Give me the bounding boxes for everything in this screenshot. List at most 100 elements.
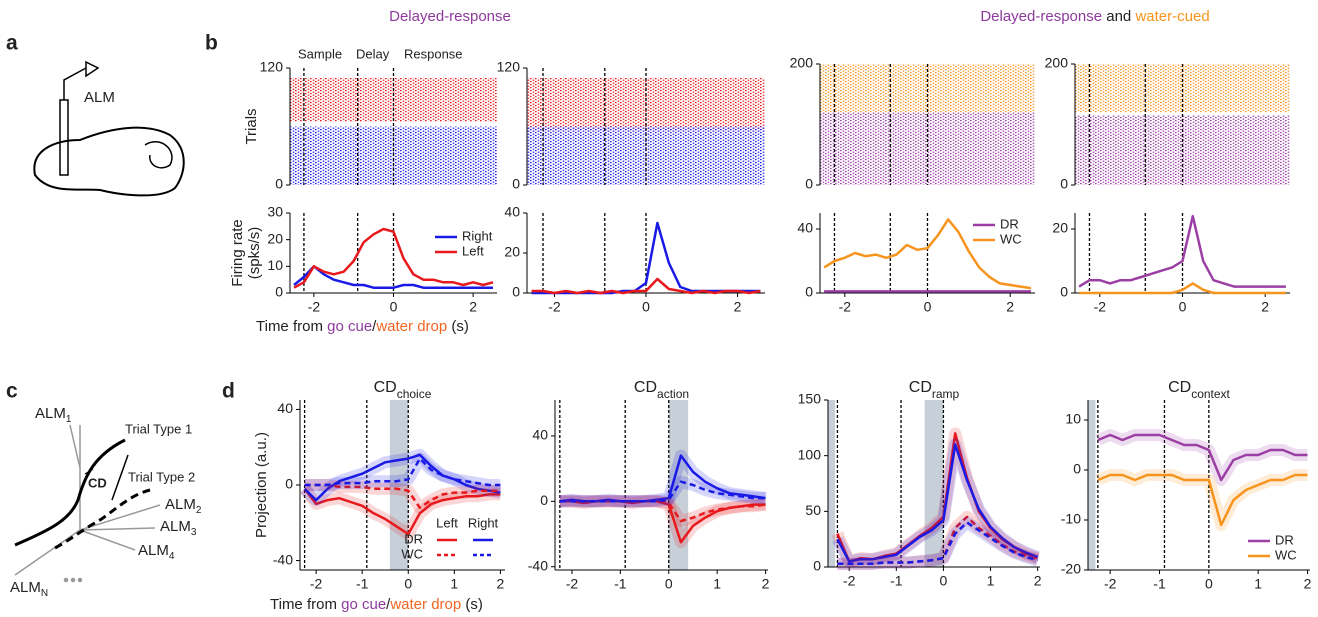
- x-label-part: go cue: [341, 596, 386, 613]
- shaded-window: [1088, 400, 1096, 570]
- x-tick-label: -2: [566, 576, 579, 592]
- y-tick-label: 20: [1052, 220, 1068, 236]
- legend-column: Right: [468, 515, 499, 530]
- chart-title: CDcontext: [1168, 379, 1230, 401]
- x-tick-label: 2: [496, 576, 504, 592]
- axis-line: [79, 529, 136, 551]
- panel-label: a: [6, 32, 18, 55]
- x-tick-label: 2: [734, 299, 742, 315]
- shaded-window: [924, 400, 944, 567]
- vector-arrow: [84, 468, 94, 475]
- x-tick-label: 2: [469, 299, 477, 315]
- x-tick-label: 2: [1261, 299, 1269, 315]
- y-tick-label: 20: [267, 230, 283, 246]
- panel-label: d: [222, 380, 235, 403]
- x-tick-label: 2: [1034, 573, 1042, 589]
- diagram-label: ALM: [84, 89, 115, 106]
- legend-column: Left: [436, 515, 458, 530]
- y-tick-label: 10: [1065, 411, 1081, 427]
- axis-name-main: ALM: [165, 496, 196, 513]
- y-tick-label: 50: [805, 502, 821, 518]
- title-sub: choice: [397, 387, 432, 401]
- shaded-window: [389, 400, 409, 570]
- epoch-label: Sample: [298, 46, 342, 61]
- x-label-part: go cue: [327, 318, 372, 335]
- axis-name-sub: 3: [191, 527, 197, 538]
- axis-name-main: ALM: [138, 542, 169, 559]
- x-tick-label: -2: [839, 299, 852, 315]
- axis-name-sub: 2: [196, 505, 202, 516]
- series-line: [293, 227, 494, 289]
- epoch-label: Response: [404, 46, 463, 61]
- x-tick-label: 2: [1006, 299, 1014, 315]
- trajectory: [54, 488, 151, 550]
- x-tick-label: 0: [924, 299, 932, 315]
- shaded-window: [668, 400, 689, 570]
- cd-diagram: [14, 424, 161, 583]
- y-tick-label: 0: [275, 176, 283, 192]
- y-tick-label: 40: [277, 400, 293, 416]
- x-label-part: water drop: [375, 318, 447, 335]
- y-tick-label: 0: [805, 176, 813, 192]
- dot: [63, 577, 69, 583]
- axis-name: ALM4: [138, 542, 175, 562]
- axis-name-sub: 1: [66, 414, 72, 425]
- axis-name: ALM1: [35, 405, 72, 425]
- title-sub: ramp: [932, 387, 960, 401]
- y-axis-label: (spks/s): [246, 227, 263, 280]
- x-tick-label: -1: [614, 576, 627, 592]
- x-label-part: Time from: [270, 596, 337, 613]
- x-tick-label: -2: [548, 299, 561, 315]
- axis-name-sub: 4: [169, 551, 175, 562]
- series-line: [304, 457, 501, 487]
- y-tick-label: 0: [813, 558, 821, 574]
- y-axis-label: Firing rate: [229, 219, 246, 287]
- x-tick-label: 0: [1205, 576, 1213, 592]
- x-tick-label: -1: [1153, 576, 1166, 592]
- cd-arrow: [111, 454, 129, 501]
- error-band: [559, 475, 766, 508]
- title-main: CD: [634, 379, 657, 396]
- y-tick-label: 0: [1060, 176, 1068, 192]
- series-line: [303, 488, 501, 536]
- header-part: Delayed-response: [980, 8, 1102, 25]
- series-line: [1097, 473, 1308, 527]
- series-line: [837, 521, 1038, 565]
- series-line: [836, 443, 1039, 563]
- electrode-wire: [63, 67, 87, 100]
- trial-type: Trial Type 1: [125, 421, 192, 436]
- x-tick-label: -1: [890, 573, 903, 589]
- y-tick-label: 0: [512, 284, 520, 300]
- legend-label: DR: [1000, 216, 1019, 231]
- mouse-diagram: [33, 60, 185, 197]
- x-tick-label: -2: [310, 576, 323, 592]
- chart-title: CDaction: [634, 379, 689, 401]
- y-tick-label: 20: [504, 244, 520, 260]
- y-tick-label: 40: [532, 427, 548, 443]
- x-tick-label: 0: [940, 573, 948, 589]
- trajectory: [14, 438, 126, 547]
- y-tick-label: 150: [798, 391, 822, 407]
- y-tick-label: 120: [497, 59, 521, 75]
- x-label-part: water drop: [389, 596, 461, 613]
- x-tick-label: 2: [1304, 576, 1312, 592]
- series-line: [1078, 214, 1286, 288]
- y-tick-label: 200: [1045, 55, 1069, 71]
- brain-outline: [33, 126, 185, 197]
- header: Delayed-response and water-cued: [980, 8, 1209, 25]
- series-line: [293, 265, 493, 289]
- legend-label: Right: [462, 228, 493, 243]
- y-tick-label: 100: [798, 446, 822, 462]
- error-band: [1095, 469, 1308, 531]
- x-label-part: Time from: [256, 318, 323, 335]
- series-line: [1097, 433, 1308, 482]
- x-tick-label: 1: [713, 576, 721, 592]
- axis-line: [79, 504, 161, 531]
- series-line: [559, 480, 766, 503]
- panel-label: b: [205, 32, 218, 55]
- x-label-part: /: [386, 596, 391, 613]
- axis-line: [69, 424, 81, 469]
- chart-title: CDramp: [909, 379, 960, 401]
- dot: [70, 577, 76, 583]
